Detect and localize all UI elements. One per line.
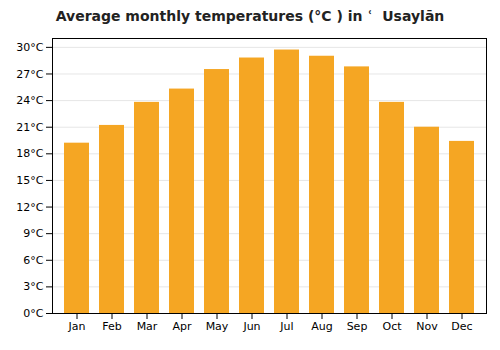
svg-text:Apr: Apr [172, 320, 192, 333]
svg-text:Oct: Oct [382, 320, 402, 333]
svg-text:0°C: 0°C [23, 307, 43, 320]
svg-text:24°C: 24°C [16, 94, 43, 107]
svg-text:9°C: 9°C [23, 227, 43, 240]
svg-text:6°C: 6°C [23, 254, 43, 267]
svg-text:May: May [206, 320, 229, 333]
svg-text:Jun: Jun [242, 320, 260, 333]
svg-text:30°C: 30°C [16, 41, 43, 54]
svg-text:Jul: Jul [279, 320, 293, 333]
svg-text:21°C: 21°C [16, 121, 43, 134]
svg-text:3°C: 3°C [23, 280, 43, 293]
svg-text:Feb: Feb [102, 320, 121, 333]
svg-text:Mar: Mar [137, 320, 158, 333]
svg-text:Sep: Sep [347, 320, 368, 333]
svg-text:18°C: 18°C [16, 147, 43, 160]
svg-text:12°C: 12°C [16, 201, 43, 214]
svg-text:27°C: 27°C [16, 68, 43, 81]
svg-text:15°C: 15°C [16, 174, 43, 187]
html-text:Average monthly temperatures (: Average monthly temperatures (°C ) in ʿ … [55, 8, 445, 24]
svg-text:Nov: Nov [416, 320, 438, 333]
svg-text:Jan: Jan [68, 320, 86, 333]
svg-text:Dec: Dec [451, 320, 472, 333]
svg-text:Aug: Aug [311, 320, 332, 333]
